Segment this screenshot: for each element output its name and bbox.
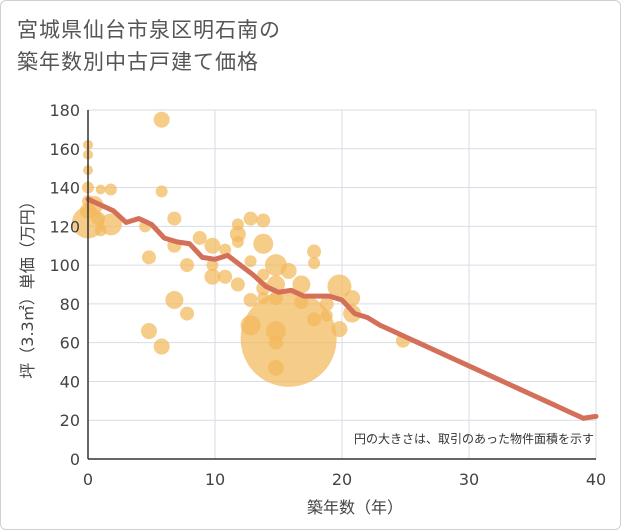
data-bubble [206, 259, 219, 272]
data-bubble [140, 323, 157, 340]
x-tick-label: 0 [83, 470, 93, 489]
trend-line [85, 196, 599, 421]
y-tick-label: 160 [49, 140, 80, 159]
data-bubble [204, 237, 221, 254]
data-bubble [153, 338, 170, 355]
chart-title-line1: 宮城県仙台市泉区明石南の [17, 18, 281, 42]
data-bubble [99, 213, 122, 236]
data-bubble [244, 255, 257, 268]
data-bubble [180, 306, 195, 321]
data-bubble [204, 268, 221, 285]
data-bubble [331, 321, 348, 338]
data-bubble [256, 213, 271, 228]
data-bubble [219, 243, 232, 256]
data-bubble [155, 185, 168, 198]
data-bubble [253, 233, 274, 254]
data-bubble [307, 312, 322, 327]
y-tick-label: 0 [70, 450, 80, 469]
y-tick-label: 120 [49, 217, 80, 236]
data-bubble [141, 250, 156, 265]
data-bubble [344, 290, 361, 307]
y-tick-label: 20 [60, 411, 80, 430]
trend-layer [85, 196, 599, 421]
data-bubble [292, 275, 311, 294]
data-bubble [308, 257, 321, 270]
data-bubble [192, 230, 207, 245]
axes [87, 110, 596, 460]
data-bubble [243, 293, 258, 308]
y-tick-label: 60 [60, 334, 80, 353]
data-bubble [231, 235, 244, 248]
data-bubble [307, 244, 322, 259]
data-bubble [95, 184, 106, 195]
data-bubble [243, 211, 258, 226]
y-tick-label: 180 [49, 101, 80, 120]
size-note: 円の大きさは、取引のあった物件面積を示す [354, 431, 594, 446]
data-bubble [180, 258, 195, 273]
data-bubble [218, 269, 233, 284]
chart-title: 宮城県仙台市泉区明石南の 築年数別中古戸建て価格 [17, 14, 281, 78]
data-bubble [327, 274, 352, 299]
bubble-layer [72, 111, 410, 387]
x-tick-label: 10 [205, 470, 225, 489]
data-bubble [153, 111, 170, 128]
x-axis-label: 築年数（年） [307, 498, 403, 517]
data-bubble [319, 296, 334, 311]
data-bubble [257, 268, 270, 281]
y-axis-label: 坪（3.3㎡）単価（万円） [18, 193, 37, 378]
data-bubble [167, 211, 182, 226]
chart-title-line2: 築年数別中古戸建て価格 [17, 50, 259, 74]
x-tick-label: 40 [586, 470, 606, 489]
x-tick-label: 30 [459, 470, 479, 489]
data-bubble [165, 291, 184, 310]
x-tick-label: 20 [332, 470, 352, 489]
y-tick-label: 100 [49, 256, 80, 275]
tick-labels: 0 20 40 60 80 100 120 140 160 180 0 10 20 30 40 [49, 101, 606, 489]
y-tick-label: 40 [60, 372, 80, 391]
y-tick-label: 80 [60, 295, 80, 314]
data-bubble [280, 262, 297, 279]
data-bubble [320, 309, 333, 322]
data-bubble [104, 183, 117, 196]
data-bubble [230, 277, 245, 292]
y-tick-label: 140 [49, 179, 80, 198]
